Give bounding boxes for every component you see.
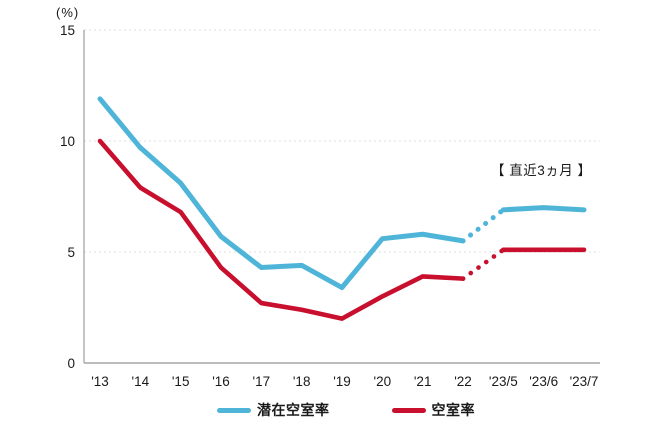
x-tick-label-5: '17: [253, 374, 271, 389]
vacancy-line-swatch-icon: [391, 407, 426, 413]
x-tick-label-7: '19: [333, 374, 351, 389]
legend-item-vacancy-rate: 空室率: [391, 400, 476, 420]
x-tick-label-3: '15: [172, 374, 190, 389]
y-tick-label-0: 0: [67, 356, 75, 371]
x-tick-label-10: '22: [454, 374, 472, 389]
x-tick-label-13: '23/7: [570, 374, 599, 389]
series-line-1-dotted: [460, 247, 506, 281]
series-line-0-dotted: [460, 207, 506, 244]
legend-label-vacancy-rate: 空室率: [431, 402, 475, 418]
x-tick-label-1: '13: [91, 374, 109, 389]
y-tick-label-10: 10: [60, 134, 75, 149]
legend-label-potential-vacancy-rate: 潜在空室率: [257, 402, 330, 418]
x-tick-label-8: '20: [374, 374, 392, 389]
x-tick-label-2: '14: [132, 374, 150, 389]
series-line-0: [500, 205, 587, 213]
legend-item-potential-vacancy-rate: 潜在空室率: [217, 400, 330, 420]
y-tick-label-15: 15: [60, 23, 75, 38]
x-tick-label-12: '23/6: [529, 374, 558, 389]
chart-legend: 潜在空室率 空室率: [0, 400, 650, 420]
x-tick-label-6: '18: [293, 374, 311, 389]
recent-3-months-label: 【 直近3ヵ月 】: [491, 163, 592, 178]
y-tick-label-5: 5: [67, 245, 75, 260]
x-tick-label-4: '16: [212, 374, 230, 389]
potential-vacancy-line-swatch-icon: [217, 407, 251, 413]
x-tick-label-9: '21: [414, 374, 432, 389]
x-tick-label-11: '23/5: [489, 374, 518, 389]
series-line-0: [97, 96, 466, 291]
series-line-1: [97, 138, 466, 321]
y-axis-unit-label: (%): [56, 5, 80, 20]
